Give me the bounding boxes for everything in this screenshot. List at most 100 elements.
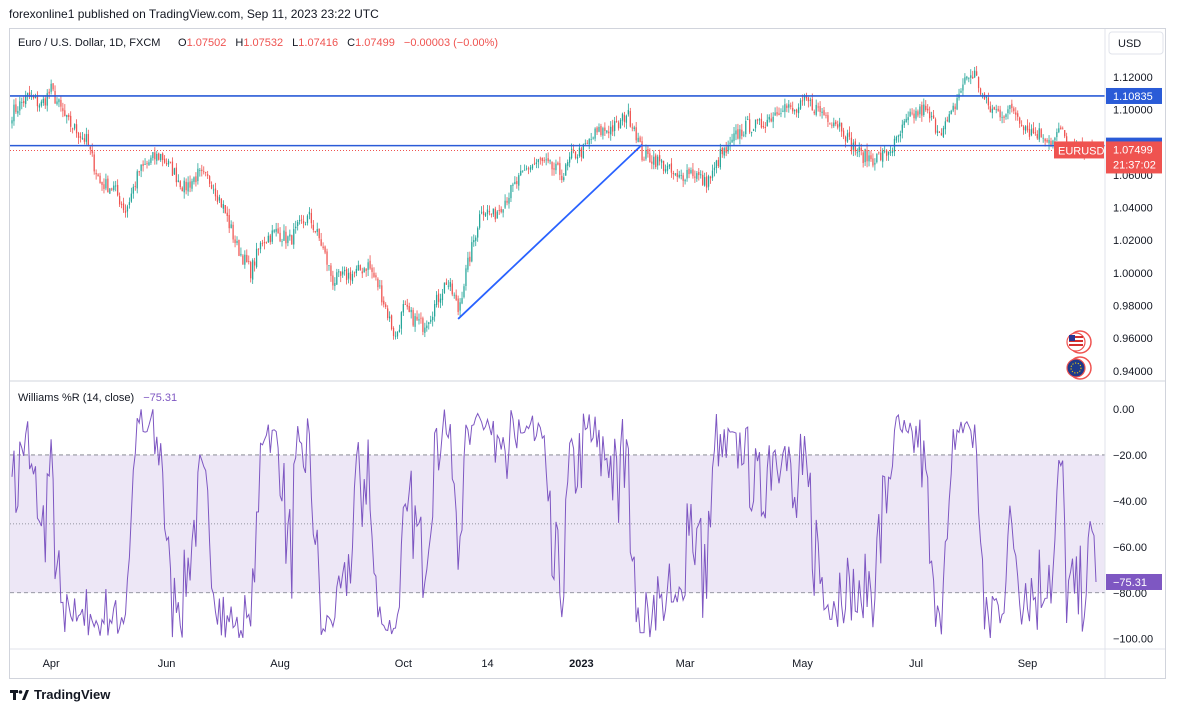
candle-body [181,187,183,192]
candle-body [707,176,710,187]
candle-body [850,137,853,152]
candle-body [216,195,219,202]
candle-body [70,115,72,127]
candle-body [970,75,972,78]
candle-body [954,106,956,110]
candle-body [471,242,473,262]
candle-body [1022,126,1025,131]
candle-body [398,329,401,332]
candle-body [1009,105,1011,110]
candle-body [666,165,669,171]
candle-body [659,155,661,162]
candle-body [696,173,698,179]
candle-body [298,219,301,222]
candle-body [743,134,745,136]
candle-body [455,294,457,300]
candle-body [441,293,444,301]
price-tick-label: 1.12000 [1113,72,1153,84]
candle-body [623,115,626,122]
candle-body [73,123,76,129]
candle-body [610,126,612,135]
candle-body [218,197,221,201]
candle-body [780,113,782,115]
candle-body [876,153,878,163]
currency-button[interactable]: USD [1108,31,1164,55]
time-tick-label: Aug [270,658,290,670]
candle-body [117,184,119,196]
candle-body [823,110,825,116]
candle-body [185,181,187,191]
last-price-tag [1106,141,1162,174]
candle-body [923,104,925,115]
candle-body [713,167,716,171]
candle-body [715,160,718,168]
candle-body [868,155,870,162]
candle-body [252,260,254,280]
candle-body [641,141,643,161]
candle-body [406,304,408,307]
wr-tick-label: −100.00 [1113,634,1153,646]
candle-body [347,272,350,279]
candle-body [334,282,336,286]
candlestick-series [11,65,1097,340]
us-flag-icon[interactable] [1066,330,1092,354]
candle-body [95,172,97,175]
candle-body [62,108,64,112]
candle-body [324,246,326,253]
candle-body [570,148,573,159]
candle-body [878,152,880,154]
level-price-tag-label: 1.10835 [1113,91,1153,103]
candle-body [1013,108,1015,112]
candle-body [948,114,950,123]
candle-body [553,168,555,170]
candle-body [473,240,475,243]
candle-body [698,172,700,176]
candle-body [365,268,367,271]
candle-body [909,111,911,117]
candle-body [750,132,753,133]
candle-body [776,112,778,115]
candle-body [369,260,371,269]
candle-body [819,106,821,112]
candle-body [275,228,277,232]
candle-body [586,142,588,144]
candle-body [504,200,506,208]
candle-body [1003,116,1005,118]
candle-body [295,226,297,229]
candle-body [322,246,324,248]
candle-body [874,162,876,165]
candle-body [502,209,504,213]
candle-body [631,127,633,129]
candle-body [1015,112,1017,115]
candle-body [263,242,266,244]
candle-body [950,110,952,115]
price-axis: 1.120001.100001.080001.060001.040001.020… [1113,72,1153,378]
candle-body [459,302,461,311]
candle-body [463,286,465,298]
footer-brand[interactable]: TradingView [10,687,110,702]
candle-body [36,96,39,107]
candle-body [330,265,332,276]
chart-frame[interactable]: 1.120001.100001.080001.060001.040001.020… [9,28,1166,679]
candle-body [749,119,751,133]
candle-body [189,181,191,188]
candle-body [156,153,158,161]
candle-body [602,128,604,136]
candle-body [111,188,113,190]
candle-body [367,262,369,270]
candle-body [428,322,430,325]
candle-body [320,239,322,246]
candle-body [932,115,935,119]
candle-body [308,211,311,215]
candle-body [498,210,500,211]
candle-body [126,206,129,212]
candle-body [921,104,923,116]
eu-flag-icon[interactable] [1066,356,1092,380]
candle-body [840,122,843,132]
candle-body [1028,128,1031,137]
chart-canvas[interactable]: 1.120001.100001.080001.060001.040001.020… [10,29,1165,678]
candle-body [58,99,60,103]
candle-body [833,122,835,127]
candle-body [899,134,901,137]
wr-tick-label: −80.00 [1113,588,1147,600]
